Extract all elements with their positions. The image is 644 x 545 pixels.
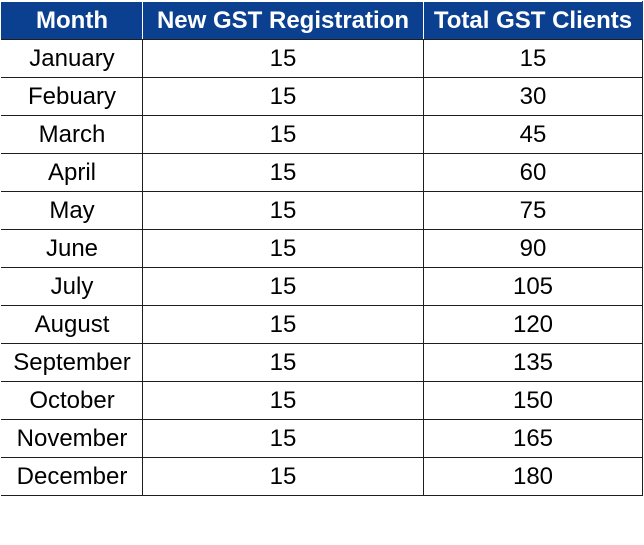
cell-new-gst-registration[interactable]: 15 — [142, 229, 424, 268]
cell-total-gst-clients[interactable]: 180 — [423, 457, 643, 496]
table-row: November 15 165 — [1, 419, 643, 458]
table-row: October 15 150 — [1, 381, 643, 420]
header-row: Month New GST Registration Total GST Cli… — [1, 1, 643, 40]
table-row: May 15 75 — [1, 191, 643, 230]
table-row: March 15 45 — [1, 115, 643, 154]
cell-month[interactable]: April — [1, 153, 143, 192]
cell-month[interactable]: June — [1, 229, 143, 268]
cell-total-gst-clients[interactable]: 30 — [423, 77, 643, 116]
table-row: June 15 90 — [1, 229, 643, 268]
cell-month[interactable]: Febuary — [1, 77, 143, 116]
cell-total-gst-clients[interactable]: 150 — [423, 381, 643, 420]
cell-total-gst-clients[interactable]: 105 — [423, 267, 643, 306]
cell-new-gst-registration[interactable]: 15 — [142, 191, 424, 230]
cell-new-gst-registration[interactable]: 15 — [142, 305, 424, 344]
table-row: April 15 60 — [1, 153, 643, 192]
cell-new-gst-registration[interactable]: 15 — [142, 343, 424, 382]
table-row: December 15 180 — [1, 457, 643, 496]
cell-total-gst-clients[interactable]: 60 — [423, 153, 643, 192]
cell-month[interactable]: May — [1, 191, 143, 230]
header-cell-total-gst-clients[interactable]: Total GST Clients — [423, 1, 643, 40]
gst-clients-table: Month New GST Registration Total GST Cli… — [1, 1, 643, 496]
cell-new-gst-registration[interactable]: 15 — [142, 77, 424, 116]
cell-month[interactable]: December — [1, 457, 143, 496]
cell-month[interactable]: September — [1, 343, 143, 382]
cell-total-gst-clients[interactable]: 165 — [423, 419, 643, 458]
cell-new-gst-registration[interactable]: 15 — [142, 39, 424, 78]
cell-total-gst-clients[interactable]: 120 — [423, 305, 643, 344]
cell-new-gst-registration[interactable]: 15 — [142, 115, 424, 154]
cell-new-gst-registration[interactable]: 15 — [142, 381, 424, 420]
table-row: January 15 15 — [1, 39, 643, 78]
cell-month[interactable]: October — [1, 381, 143, 420]
header-cell-month[interactable]: Month — [1, 1, 143, 40]
cell-new-gst-registration[interactable]: 15 — [142, 419, 424, 458]
cell-month[interactable]: January — [1, 39, 143, 78]
table-row: Febuary 15 30 — [1, 77, 643, 116]
table-row: August 15 120 — [1, 305, 643, 344]
spreadsheet-table-container: Month New GST Registration Total GST Cli… — [1, 1, 643, 496]
cell-month[interactable]: July — [1, 267, 143, 306]
cell-month[interactable]: November — [1, 419, 143, 458]
cell-new-gst-registration[interactable]: 15 — [142, 153, 424, 192]
table-row: July 15 105 — [1, 267, 643, 306]
cell-total-gst-clients[interactable]: 45 — [423, 115, 643, 154]
cell-new-gst-registration[interactable]: 15 — [142, 457, 424, 496]
cell-month[interactable]: March — [1, 115, 143, 154]
header-cell-new-gst-registration[interactable]: New GST Registration — [142, 1, 424, 40]
table-body: January 15 15 Febuary 15 30 March 15 45 April 15 60… — [1, 39, 643, 496]
cell-total-gst-clients[interactable]: 75 — [423, 191, 643, 230]
cell-new-gst-registration[interactable]: 15 — [142, 267, 424, 306]
cell-total-gst-clients[interactable]: 15 — [423, 39, 643, 78]
cell-month[interactable]: August — [1, 305, 143, 344]
table-row: September 15 135 — [1, 343, 643, 382]
cell-total-gst-clients[interactable]: 90 — [423, 229, 643, 268]
cell-total-gst-clients[interactable]: 135 — [423, 343, 643, 382]
